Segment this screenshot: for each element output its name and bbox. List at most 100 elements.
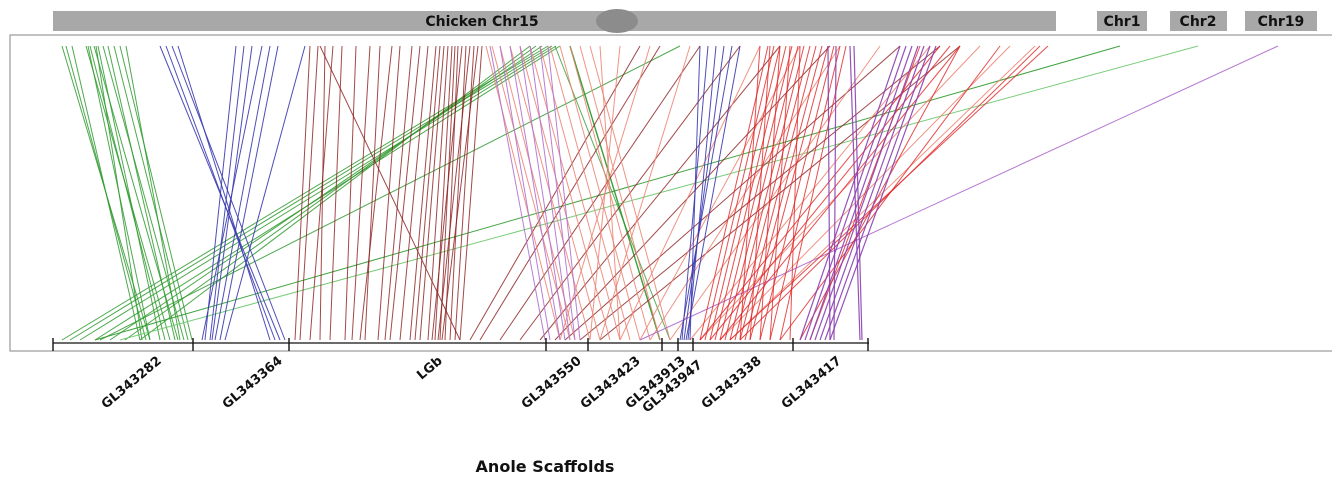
- synteny-line: [759, 45, 835, 341]
- synteny-line: [824, 45, 931, 341]
- synteny-line: [734, 45, 811, 341]
- synteny-line: [107, 45, 176, 341]
- synteny-line: [434, 45, 453, 341]
- synteny-line: [399, 45, 429, 341]
- synteny-line: [389, 45, 421, 341]
- synteny-line: [319, 45, 461, 341]
- chr19-box: [1245, 11, 1317, 31]
- synteny-line: [547, 45, 581, 341]
- synteny-line: [729, 45, 1049, 341]
- synteny-line: [829, 45, 937, 341]
- synteny-line: [683, 45, 725, 341]
- synteny-line: [564, 45, 901, 341]
- synteny-line: [409, 45, 437, 341]
- synteny-line: [699, 45, 941, 341]
- chr19-label: Chr19: [1258, 14, 1305, 30]
- synteny-line: [71, 45, 141, 341]
- synteny-line: [224, 45, 306, 341]
- scaffold-label-gl343364: GL343364: [220, 354, 286, 413]
- synteny-line: [329, 45, 343, 341]
- synteny-line: [444, 45, 459, 341]
- synteny-line: [119, 45, 193, 341]
- synteny-line: [709, 45, 951, 341]
- synteny-line: [214, 45, 271, 341]
- synteny-line: [449, 45, 467, 341]
- synteny-line: [759, 45, 781, 341]
- synteny-line: [485, 45, 561, 341]
- synteny-line: [814, 45, 919, 341]
- synteny-line: [294, 45, 311, 341]
- synteny-line: [559, 45, 641, 341]
- synteny-line: [669, 45, 881, 341]
- synteny-line: [201, 45, 263, 341]
- synteny-line: [95, 45, 143, 341]
- synteny-line: [299, 45, 319, 341]
- synteny-line: [619, 45, 761, 341]
- scaffold-label-lgb: LGb: [414, 354, 445, 384]
- scaffold-label-gl343550: GL343550: [519, 354, 585, 413]
- synteny-line: [519, 45, 566, 341]
- chr1-label: Chr1: [1104, 14, 1141, 30]
- synteny-line: [529, 45, 611, 341]
- synteny-line: [639, 45, 1279, 341]
- synteny-line: [89, 45, 166, 341]
- synteny-line: [739, 45, 817, 341]
- synteny-line: [681, 45, 709, 341]
- synteny-line: [414, 45, 441, 341]
- synteny-line: [454, 45, 475, 341]
- synteny-line: [724, 45, 799, 341]
- synteny-line: [204, 45, 237, 341]
- synteny-line: [125, 45, 181, 341]
- scaffold-label-gl343417: GL343417: [779, 354, 845, 413]
- synteny-line: [119, 45, 1199, 341]
- synteny-line: [499, 45, 551, 341]
- other-chromosome-chr19: Chr19: [1245, 11, 1317, 31]
- synteny-line: [529, 45, 571, 341]
- synteny-line: [599, 45, 691, 341]
- synteny-line: [789, 45, 801, 341]
- synteny-line: [419, 45, 445, 341]
- synteny-line: [579, 45, 661, 341]
- synteny-line: [499, 45, 576, 341]
- synteny-line: [539, 45, 781, 341]
- centromere: [596, 9, 638, 33]
- synteny-line: [539, 45, 576, 341]
- synteny-line: [685, 45, 741, 341]
- synteny-line: [679, 45, 733, 341]
- synteny-line: [729, 45, 805, 341]
- synteny-line: [519, 45, 601, 341]
- synteny-line: [827, 45, 831, 341]
- synteny-line: [799, 45, 901, 341]
- synteny-line: [384, 45, 413, 341]
- plot-frame: [9, 34, 1332, 352]
- synteny-line: [719, 45, 961, 341]
- synteny-line: [79, 45, 557, 341]
- synteny-line: [687, 45, 717, 341]
- synteny-line: [819, 45, 925, 341]
- other-chromosome-chr1: Chr1: [1097, 11, 1147, 31]
- synteny-line: [344, 45, 357, 341]
- synteny-line: [554, 45, 671, 341]
- synteny-line: [809, 45, 921, 341]
- scaffold-label-gl343338: GL343338: [699, 354, 765, 413]
- synteny-line: [351, 45, 371, 341]
- synteny-line: [739, 45, 761, 341]
- synteny-line: [113, 45, 189, 341]
- synteny-line: [704, 45, 775, 341]
- synteny-line: [804, 45, 907, 341]
- synteny-line: [209, 45, 245, 341]
- synteny-line: [833, 45, 837, 341]
- x-axis-title: Anole Scaffolds: [476, 457, 615, 476]
- chr2-label: Chr2: [1180, 14, 1217, 30]
- other-chromosome-chr2: Chr2: [1170, 11, 1227, 31]
- synteny-line: [639, 45, 801, 341]
- synteny-line: [569, 45, 661, 341]
- synteny-line: [219, 45, 279, 341]
- synteny-line: [459, 45, 483, 341]
- synteny-line: [109, 45, 543, 341]
- chicken-chromosome-label: Chicken Chr15: [425, 14, 538, 30]
- synteny-line: [441, 45, 479, 341]
- synteny-line: [364, 45, 381, 341]
- synteny-line: [509, 45, 561, 341]
- synteny-line: [744, 45, 823, 341]
